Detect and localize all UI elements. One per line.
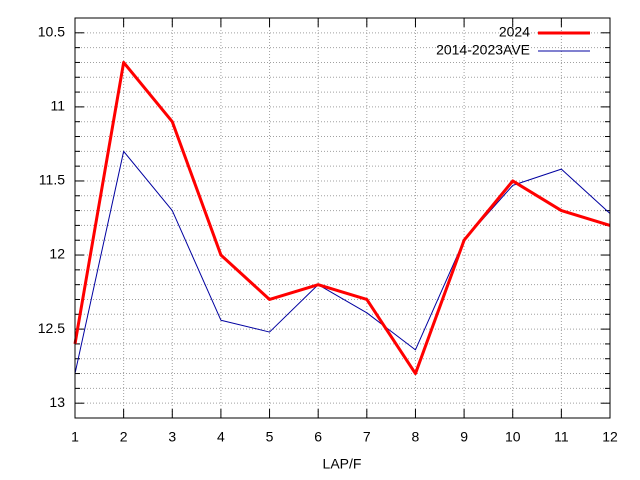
- series-line: [74, 150, 611, 374]
- y-tick-label: 11.5: [39, 172, 65, 188]
- y-tick-label: 13: [49, 394, 65, 410]
- x-tick-label: 3: [168, 429, 176, 445]
- y-tick-label: 12.5: [38, 320, 65, 336]
- plot-border: [74, 17, 611, 419]
- legend-label: 2024: [499, 24, 530, 40]
- series-line: [73, 60, 611, 376]
- x-tick-label: 9: [460, 429, 468, 445]
- x-tick-label: 7: [363, 429, 371, 445]
- y-tick-label: 10.5: [38, 24, 65, 40]
- x-tick-label: 4: [217, 429, 225, 445]
- y-tick-label: 11: [50, 98, 65, 114]
- x-tick-label: 10: [505, 429, 521, 445]
- y-tick-label: 12: [49, 246, 65, 262]
- x-tick-label: 1: [71, 429, 79, 445]
- x-tick-label: 6: [314, 429, 322, 445]
- legend-label: 2014-2023AVE: [436, 42, 530, 58]
- x-tick-label: 5: [266, 429, 274, 445]
- x-axis-label: LAP/F: [323, 456, 362, 472]
- x-tick-label: 2: [120, 429, 128, 445]
- x-tick-label: 11: [554, 429, 569, 445]
- x-tick-label: 8: [412, 429, 420, 445]
- x-tick-label: 12: [602, 429, 618, 445]
